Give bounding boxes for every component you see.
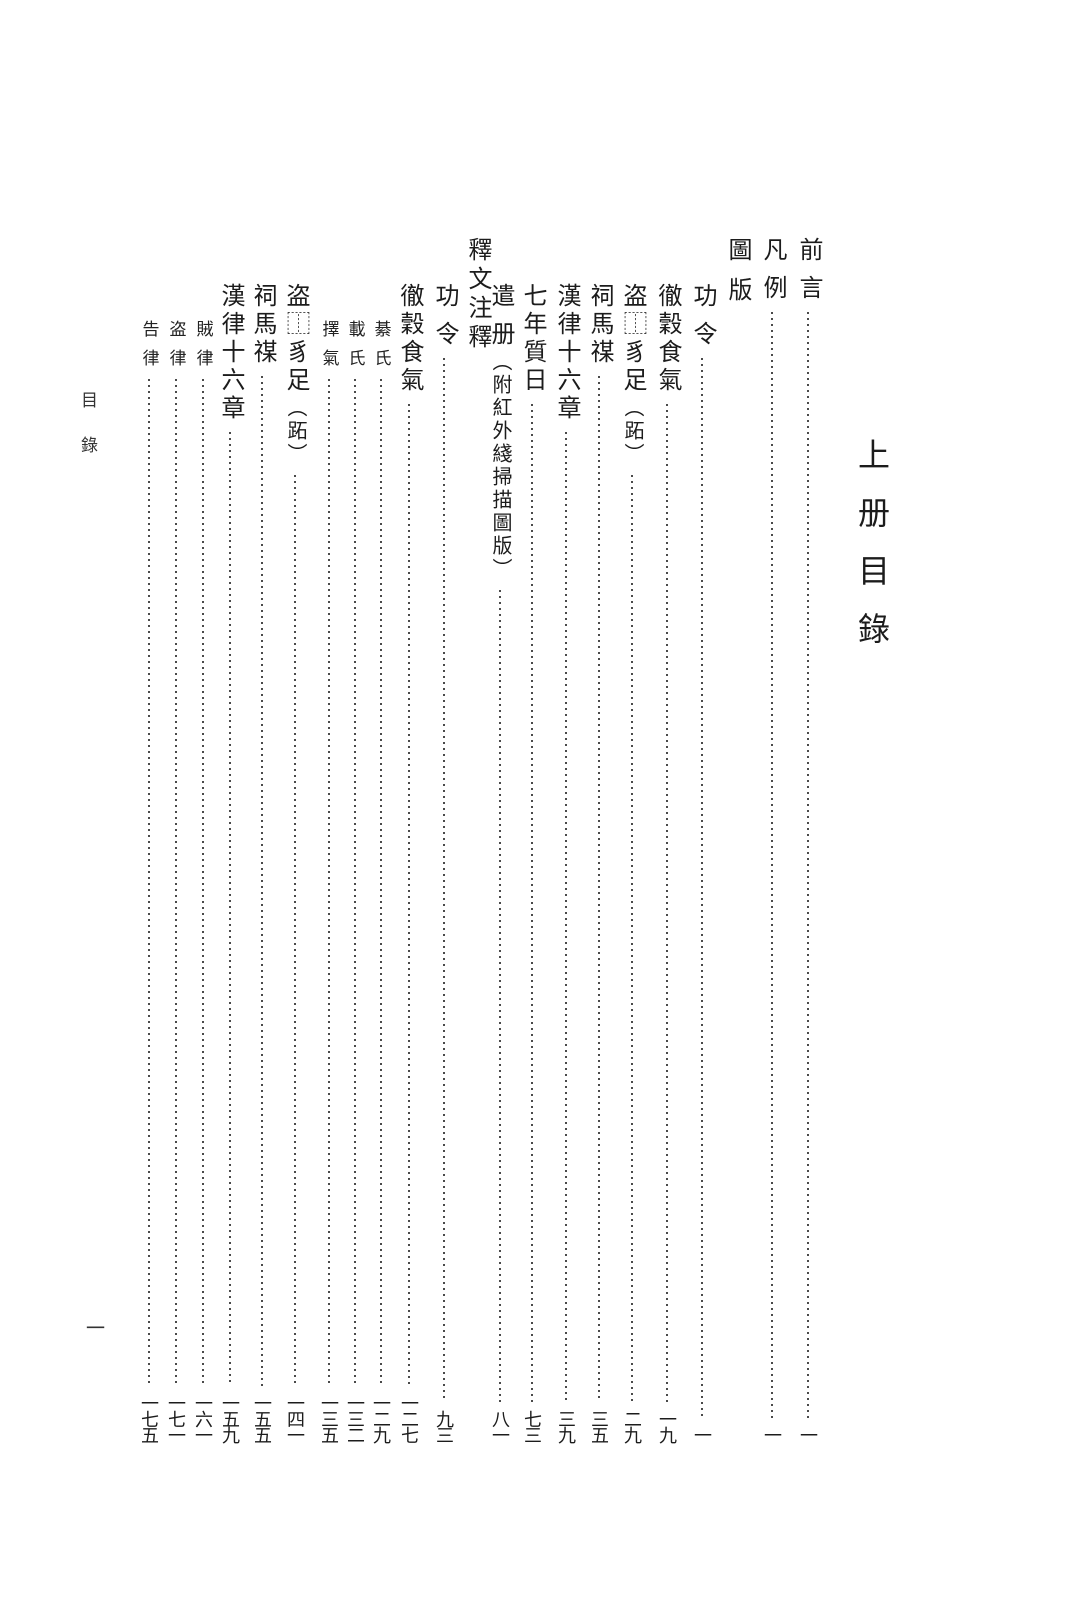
toc-entry-title: 徹穀食氣	[654, 283, 680, 395]
toc-page-number: 一三二	[345, 1394, 365, 1442]
toc-page-number: 三九	[556, 1410, 576, 1442]
toc-entry-title: 告 律	[139, 320, 159, 371]
toc-entry-title: 擇 氣	[319, 320, 339, 371]
toc-entry-title: 凡 例	[759, 237, 785, 303]
toc-entry-title: 漢律十六章	[553, 283, 579, 423]
toc-entry: 功 令九三	[428, 283, 460, 1442]
toc-entry-title: 七年質日	[519, 283, 545, 395]
margin-header: 目錄	[78, 391, 97, 481]
toc-entry: 綦 氏一二九	[369, 320, 393, 1442]
toc-entry-title: 遣 册	[487, 283, 513, 349]
toc-entry-title: 前 言	[795, 237, 821, 303]
toc-entry-note: （跖）	[284, 397, 306, 466]
toc-entry-title: 載 氏	[345, 320, 365, 371]
dotted-leader	[701, 358, 703, 1418]
toc-page-number: 七三	[522, 1410, 542, 1442]
dotted-leader	[499, 590, 501, 1402]
toc-section-heading: 圖 版	[721, 237, 753, 306]
toc-entry-title: 功 令	[689, 283, 715, 349]
toc-entry-title: 釋文注釋	[464, 237, 490, 353]
toc-entry: 功 令一	[686, 283, 718, 1442]
volume-title: 上册目錄	[854, 438, 890, 670]
toc-entry: 載 氏一三二	[343, 320, 367, 1442]
dotted-leader	[565, 432, 567, 1402]
toc-entry: 前 言一	[792, 237, 824, 1442]
dotted-leader	[175, 379, 177, 1386]
toc-entry-title: 綦 氏	[371, 320, 391, 371]
toc-entry: 祠馬禖 三五	[583, 283, 615, 1442]
dotted-leader	[261, 376, 263, 1386]
toc-entry: 徹穀食氣 一九	[651, 283, 683, 1442]
toc-entry: 盗⿰豸足 （跖） 二九	[616, 283, 648, 1442]
toc-entry: 凡 例一	[756, 237, 788, 1442]
dotted-leader	[148, 379, 150, 1386]
toc-entry: 告 律一七五	[137, 320, 161, 1442]
dotted-leader	[598, 376, 600, 1402]
toc-page-number: 三五	[589, 1410, 609, 1442]
toc-page-number: 一四一	[285, 1394, 305, 1442]
toc-section-heading: 釋文注釋	[461, 237, 493, 353]
toc-page-number: 一七五	[139, 1394, 159, 1442]
toc-entry: 漢律十六章 一五九	[214, 283, 246, 1442]
toc-page-number: 一	[692, 1426, 712, 1442]
dotted-leader	[380, 379, 382, 1386]
toc-entry-note: （跖）	[621, 397, 643, 466]
toc-page-number: 二九	[622, 1410, 642, 1442]
dotted-leader	[443, 358, 445, 1402]
toc-page-number: 一五五	[252, 1394, 272, 1442]
toc-page-number: 一二九	[371, 1394, 391, 1442]
toc-entry-title: 圖 版	[724, 237, 750, 306]
toc-entry-title: 祠馬禖	[586, 283, 612, 367]
toc-entry: 祠馬禖 一五五	[246, 283, 278, 1442]
toc-entry-title: 功 令	[431, 283, 457, 349]
dotted-leader	[202, 379, 204, 1386]
toc-entry: 賊 律一六一	[191, 320, 215, 1442]
dotted-leader	[229, 432, 231, 1386]
toc-entry: 漢律十六章 三九	[550, 283, 582, 1442]
folio-number: 一	[83, 1318, 104, 1337]
toc-entry-title: 祠馬禖	[249, 283, 275, 367]
toc-page-number: 一	[762, 1426, 782, 1442]
toc-entry-title: 盗 律	[166, 320, 186, 371]
dotted-leader	[666, 404, 668, 1402]
dotted-leader	[354, 379, 356, 1386]
dotted-leader	[807, 312, 809, 1418]
toc-entry-title: 漢律十六章	[217, 283, 243, 423]
toc-page-number: 一	[798, 1426, 818, 1442]
toc-entry: 徹穀食氣 一二七	[393, 283, 425, 1442]
toc-page-number: 一二七	[399, 1394, 419, 1442]
toc-page-number: 一七一	[166, 1394, 186, 1442]
toc-entry-title: 盗⿰豸足	[619, 283, 645, 395]
toc-page-number: 一六一	[193, 1394, 213, 1442]
toc-page-number: 一五九	[220, 1394, 240, 1442]
toc-entry-title: 徹穀食氣	[396, 283, 422, 395]
toc-page-number: 一九	[657, 1410, 677, 1442]
dotted-leader	[531, 404, 533, 1402]
toc-entry: 擇 氣一三五	[317, 320, 341, 1442]
toc-page-number: 八一	[490, 1410, 510, 1442]
dotted-leader	[408, 404, 410, 1386]
toc-entry: 盗 律一七一	[164, 320, 188, 1442]
toc-entry-title: 盗⿰豸足	[282, 283, 308, 395]
toc-page-number: 九三	[434, 1410, 454, 1442]
dotted-leader	[328, 379, 330, 1386]
toc-page-number: 一三五	[319, 1394, 339, 1442]
dotted-leader	[294, 475, 296, 1386]
toc-entry: 七年質日 七三	[516, 283, 548, 1442]
toc-entry-title: 賊 律	[193, 320, 213, 371]
dotted-leader	[631, 475, 633, 1402]
dotted-leader	[771, 312, 773, 1418]
toc-entry: 盗⿰豸足 （跖） 一四一	[279, 283, 311, 1442]
toc-entry-note: （附紅外綫掃描圖版）	[489, 351, 511, 581]
toc-entry: 遣 册（附紅外綫掃描圖版） 八一	[484, 283, 516, 1442]
